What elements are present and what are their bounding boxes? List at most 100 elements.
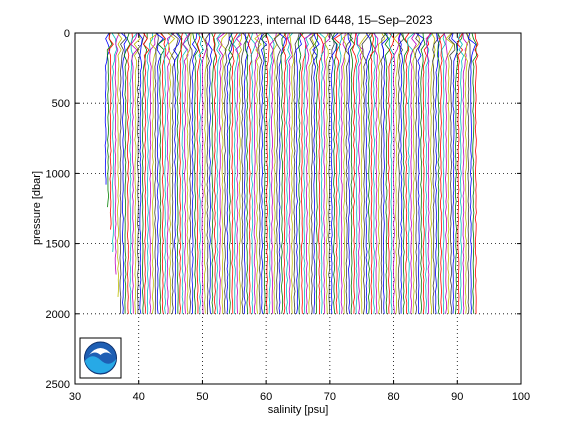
profiles <box>104 33 479 314</box>
profile-line <box>278 33 287 314</box>
x-tick-label: 50 <box>196 391 208 403</box>
profile-line <box>387 33 395 314</box>
profile-line <box>412 33 420 314</box>
profile-line <box>323 33 331 314</box>
profile-line <box>340 33 347 314</box>
profile-line <box>457 33 464 314</box>
profile-line <box>142 33 150 314</box>
profile-line <box>254 33 263 314</box>
profile-line <box>338 33 343 314</box>
y-tick-labels: 0 500 1000 1500 2000 2500 <box>46 28 70 391</box>
profile-line <box>217 33 226 314</box>
chart-title: WMO ID 3901223, internal ID 6448, 15–Sep… <box>164 13 433 27</box>
grid <box>75 33 521 384</box>
profile-line <box>265 33 270 314</box>
profile-line <box>228 33 234 314</box>
y-tick-label: 0 <box>64 28 70 40</box>
profile-line <box>166 33 175 314</box>
profile-line <box>123 33 131 314</box>
x-tick-label: 90 <box>451 391 463 403</box>
x-axis-label: salinity [psu] <box>268 404 329 416</box>
profile-line <box>383 33 391 314</box>
profile-line <box>344 33 354 314</box>
profile-line <box>438 33 446 314</box>
profile-line <box>415 33 425 314</box>
profile-line <box>245 33 250 314</box>
profile-line <box>240 33 248 314</box>
profile-line <box>286 33 293 314</box>
profile-line <box>170 33 179 314</box>
profile-line <box>471 33 478 314</box>
profile-line <box>318 33 327 314</box>
profile-line <box>451 33 459 314</box>
profile-line <box>454 33 464 314</box>
plot-frame <box>74 32 522 385</box>
profile-line <box>226 33 233 314</box>
profile-line <box>445 33 454 314</box>
profile-line <box>355 33 361 314</box>
profile-line <box>293 33 300 314</box>
profile-line <box>159 33 167 314</box>
profile-line <box>243 33 250 314</box>
profile-line <box>108 33 114 230</box>
profile-line <box>369 33 376 314</box>
profile-line <box>260 33 268 314</box>
profile-line <box>216 33 222 314</box>
profile-line <box>182 33 191 314</box>
profile-line <box>309 33 317 314</box>
noaa-logo <box>79 337 122 379</box>
profile-line <box>420 33 426 314</box>
profile-line <box>196 33 201 314</box>
profile-line <box>192 33 200 314</box>
x-tick-label: 60 <box>260 391 272 403</box>
profile-line <box>211 33 216 314</box>
x-tick-label: 70 <box>324 391 336 403</box>
profile-line <box>280 33 287 314</box>
profile-line <box>146 33 154 314</box>
profile-line <box>347 33 352 314</box>
profile-line <box>308 33 315 314</box>
profile-line <box>312 33 320 314</box>
profile-line <box>314 33 319 314</box>
profile-line <box>212 33 218 314</box>
profile-line <box>333 33 344 314</box>
profile-line <box>330 33 339 314</box>
profile-line <box>235 33 244 314</box>
profile-line <box>465 33 471 314</box>
profile-line <box>398 33 404 314</box>
profile-line <box>457 33 465 314</box>
profile-line <box>441 33 446 314</box>
profile-line <box>355 33 364 314</box>
profile-line <box>299 33 307 314</box>
profile-line <box>288 33 295 314</box>
profile-line <box>129 33 138 314</box>
profile-line <box>285 33 294 314</box>
profile-line <box>443 33 448 314</box>
x-tick-label: 30 <box>69 391 81 403</box>
profile-line <box>266 33 275 314</box>
profile-line <box>196 33 204 314</box>
profile-line <box>231 33 238 314</box>
profile-line <box>474 33 479 314</box>
y-tick-label: 500 <box>52 98 70 110</box>
profile-line <box>258 33 266 314</box>
profile-line <box>167 33 176 314</box>
profile-line <box>373 33 379 314</box>
profile-line <box>106 33 113 208</box>
y-tick-label: 2500 <box>46 379 70 391</box>
profile-line <box>462 33 469 314</box>
profile-line <box>359 33 369 314</box>
profile-line <box>381 33 388 314</box>
profile-line <box>273 33 281 314</box>
profile-line <box>137 33 143 314</box>
profile-line <box>352 33 357 314</box>
profile-line <box>154 33 159 314</box>
profile-line <box>205 33 210 314</box>
profile-line <box>282 33 288 314</box>
profile-line <box>117 33 123 297</box>
y-tick-label: 1500 <box>46 239 70 251</box>
profile-line <box>372 33 376 314</box>
profile-line <box>432 33 439 314</box>
profile-line <box>201 33 208 314</box>
